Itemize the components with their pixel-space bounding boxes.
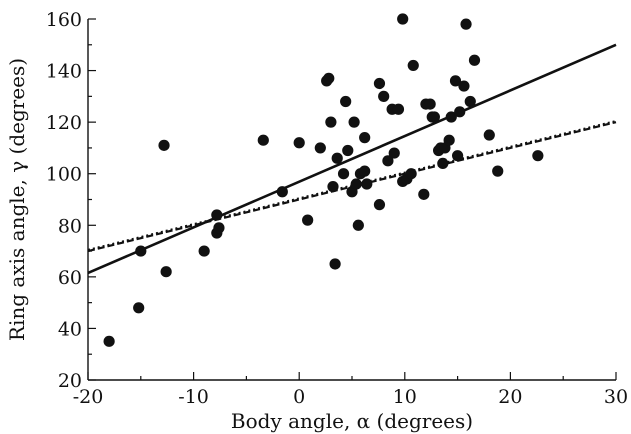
x-tick-label: 0 xyxy=(293,386,305,408)
data-point xyxy=(323,72,335,84)
y-axis-label: Ring axis angle, γ (degrees) xyxy=(5,58,29,341)
data-point xyxy=(342,144,354,157)
y-tick-label: 160 xyxy=(46,9,82,31)
data-point xyxy=(160,266,172,278)
data-point xyxy=(158,139,170,151)
data-point xyxy=(460,18,472,30)
data-point xyxy=(350,178,362,190)
x-tick-label: -10 xyxy=(178,386,209,408)
fit-line-solid xyxy=(87,43,617,275)
data-point xyxy=(348,116,360,128)
y-tick-label: 40 xyxy=(58,318,82,340)
y-tick-label: 20 xyxy=(58,370,82,392)
data-point xyxy=(135,245,147,257)
data-point xyxy=(327,181,339,193)
data-point xyxy=(373,199,386,211)
x-tick-label: 20 xyxy=(498,386,522,408)
data-point xyxy=(373,77,386,90)
data-point xyxy=(437,157,449,169)
y-tick-label: 60 xyxy=(58,267,82,289)
data-point xyxy=(443,134,455,146)
data-point xyxy=(428,111,440,123)
y-tick-label: 80 xyxy=(58,215,82,237)
axes: -20 -10 0 10 20 30 20 40 60 80 100 120 140 160 xyxy=(46,9,628,408)
data-point xyxy=(352,219,364,231)
x-tick-label: 30 xyxy=(604,386,628,408)
data-point xyxy=(392,103,405,115)
data-point xyxy=(382,155,394,167)
data-points xyxy=(103,13,544,347)
x-tick-label: -20 xyxy=(73,386,104,408)
data-point xyxy=(449,75,462,87)
data-point xyxy=(257,134,269,146)
y-tick-label: 120 xyxy=(46,112,82,134)
x-tick-label: 10 xyxy=(393,386,417,408)
data-point xyxy=(397,13,409,25)
data-point xyxy=(388,147,400,159)
data-point xyxy=(405,168,417,180)
data-point xyxy=(361,178,373,190)
data-point xyxy=(532,150,544,162)
data-point xyxy=(325,116,337,128)
data-point xyxy=(418,188,430,200)
y-tick-label: 100 xyxy=(46,164,82,186)
data-point xyxy=(445,111,457,123)
data-point xyxy=(293,137,305,149)
y-tick-label: 140 xyxy=(46,61,82,83)
data-point xyxy=(337,168,350,180)
data-point xyxy=(492,165,504,177)
data-point xyxy=(329,258,341,270)
data-point xyxy=(452,150,464,162)
data-point xyxy=(198,245,210,257)
data-point xyxy=(340,95,352,108)
data-point xyxy=(211,209,223,221)
data-point xyxy=(458,80,470,92)
data-point xyxy=(468,54,481,66)
data-point xyxy=(314,142,326,154)
data-point xyxy=(424,98,436,110)
data-point xyxy=(359,132,371,144)
data-point xyxy=(359,165,371,177)
x-axis-label: Body angle, α (degrees) xyxy=(231,409,473,433)
data-point xyxy=(483,129,495,141)
data-point xyxy=(276,186,288,198)
data-point xyxy=(213,222,225,234)
data-point xyxy=(407,59,419,72)
data-point xyxy=(378,90,390,102)
data-point xyxy=(103,335,115,347)
data-point xyxy=(133,302,145,314)
data-point xyxy=(464,95,476,108)
data-point xyxy=(454,106,466,118)
data-point xyxy=(331,152,343,164)
data-point xyxy=(302,214,314,226)
